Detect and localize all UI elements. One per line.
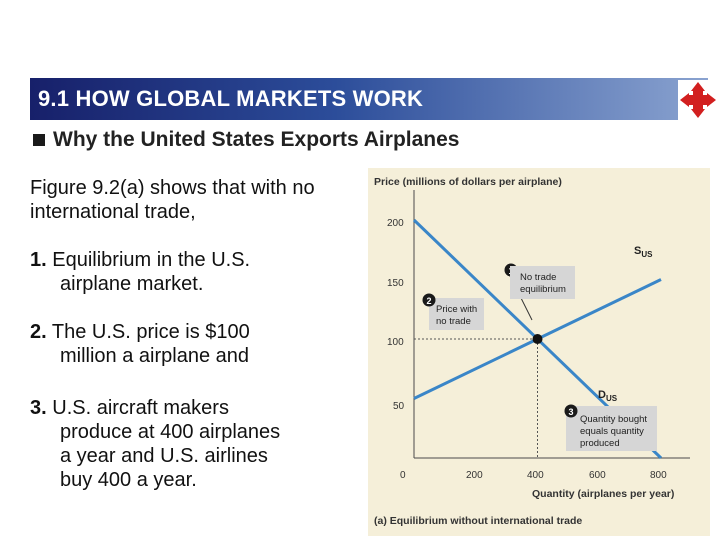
x-tick-label: 200 <box>466 470 483 481</box>
annotation-3-box <box>566 406 657 451</box>
y-tick-label: 200 <box>387 218 404 229</box>
annotation-2-line2: no trade <box>436 316 471 327</box>
annotation-3-badge <box>564 404 578 418</box>
annotation-1-line2: equilibrium <box>520 284 566 295</box>
x-tick-label: 400 <box>527 470 544 481</box>
y-tick-label: 50 <box>393 401 405 412</box>
point-3-number: 3. <box>30 397 47 419</box>
title-bar <box>30 78 708 120</box>
annotation-2-box <box>429 298 484 330</box>
point-2-number: 2. <box>30 321 47 343</box>
annotation-1-line1: No trade <box>520 272 556 283</box>
point-1-line2: airplane market. <box>60 273 204 295</box>
x-tick-label: 600 <box>589 470 606 481</box>
demand-curve-label: DUS <box>598 389 618 403</box>
point-1-number: 1. <box>30 249 47 271</box>
point-2: 2. The U.S. price is $100 million a airp… <box>30 320 350 368</box>
point-2-line2: million a airplane and <box>60 345 250 367</box>
annotation-3-line3: produced <box>580 438 620 449</box>
intro-paragraph: Figure 9.2(a) shows that with no interna… <box>30 176 350 224</box>
y-tick-label: 100 <box>387 337 404 348</box>
supply-curve-label: SUS <box>634 245 653 259</box>
equilibrium-point <box>532 334 543 344</box>
slide-subtitle: Why the United States Exports Airplanes <box>30 128 459 152</box>
annotation-2-number: 2 <box>426 296 431 306</box>
point-3-line2: produce at 400 airplanes <box>60 421 281 443</box>
point-1-line1: Equilibrium in the U.S. <box>52 249 251 271</box>
x-axis-label: Quantity (airplanes per year) <box>532 488 674 500</box>
point-2-line1: The U.S. price is $100 <box>51 321 250 343</box>
annotation-3-line1: Quantity bought <box>580 414 647 425</box>
intro-text: Figure 9.2(a) shows that with no interna… <box>30 177 315 223</box>
annotation-3-number: 3 <box>568 407 573 417</box>
point-1: 1. Equilibrium in the U.S. airplane mark… <box>30 248 350 296</box>
point-3-line4: buy 400 a year. <box>60 469 197 491</box>
annotation-1-box <box>510 266 575 299</box>
point-3: 3. U.S. aircraft makers produce at 400 a… <box>30 396 350 492</box>
annotation-2-badge <box>422 293 436 307</box>
four-arrows-navigation-icon[interactable] <box>678 80 718 120</box>
chart-caption: (a) Equilibrium without international tr… <box>374 515 582 527</box>
supply-demand-chart: Price (millions of dollars per airplane)… <box>374 176 690 527</box>
annotation-2-line1: Price with <box>436 304 477 315</box>
x-tick-label: 800 <box>650 470 667 481</box>
point-3-line3: a year and U.S. airlines <box>60 445 268 467</box>
x-tick-label: 0 <box>400 470 406 481</box>
square-bullet-icon <box>33 134 45 146</box>
y-axis-label: Price (millions of dollars per airplane) <box>374 176 562 188</box>
slide-title: 9.1 HOW GLOBAL MARKETS WORK <box>38 86 424 111</box>
annotation-3-line2: equals quantity <box>580 426 644 437</box>
point-3-line1: U.S. aircraft makers <box>52 397 229 419</box>
subtitle-text: Why the United States Exports Airplanes <box>53 128 460 151</box>
y-tick-label: 150 <box>387 278 404 289</box>
